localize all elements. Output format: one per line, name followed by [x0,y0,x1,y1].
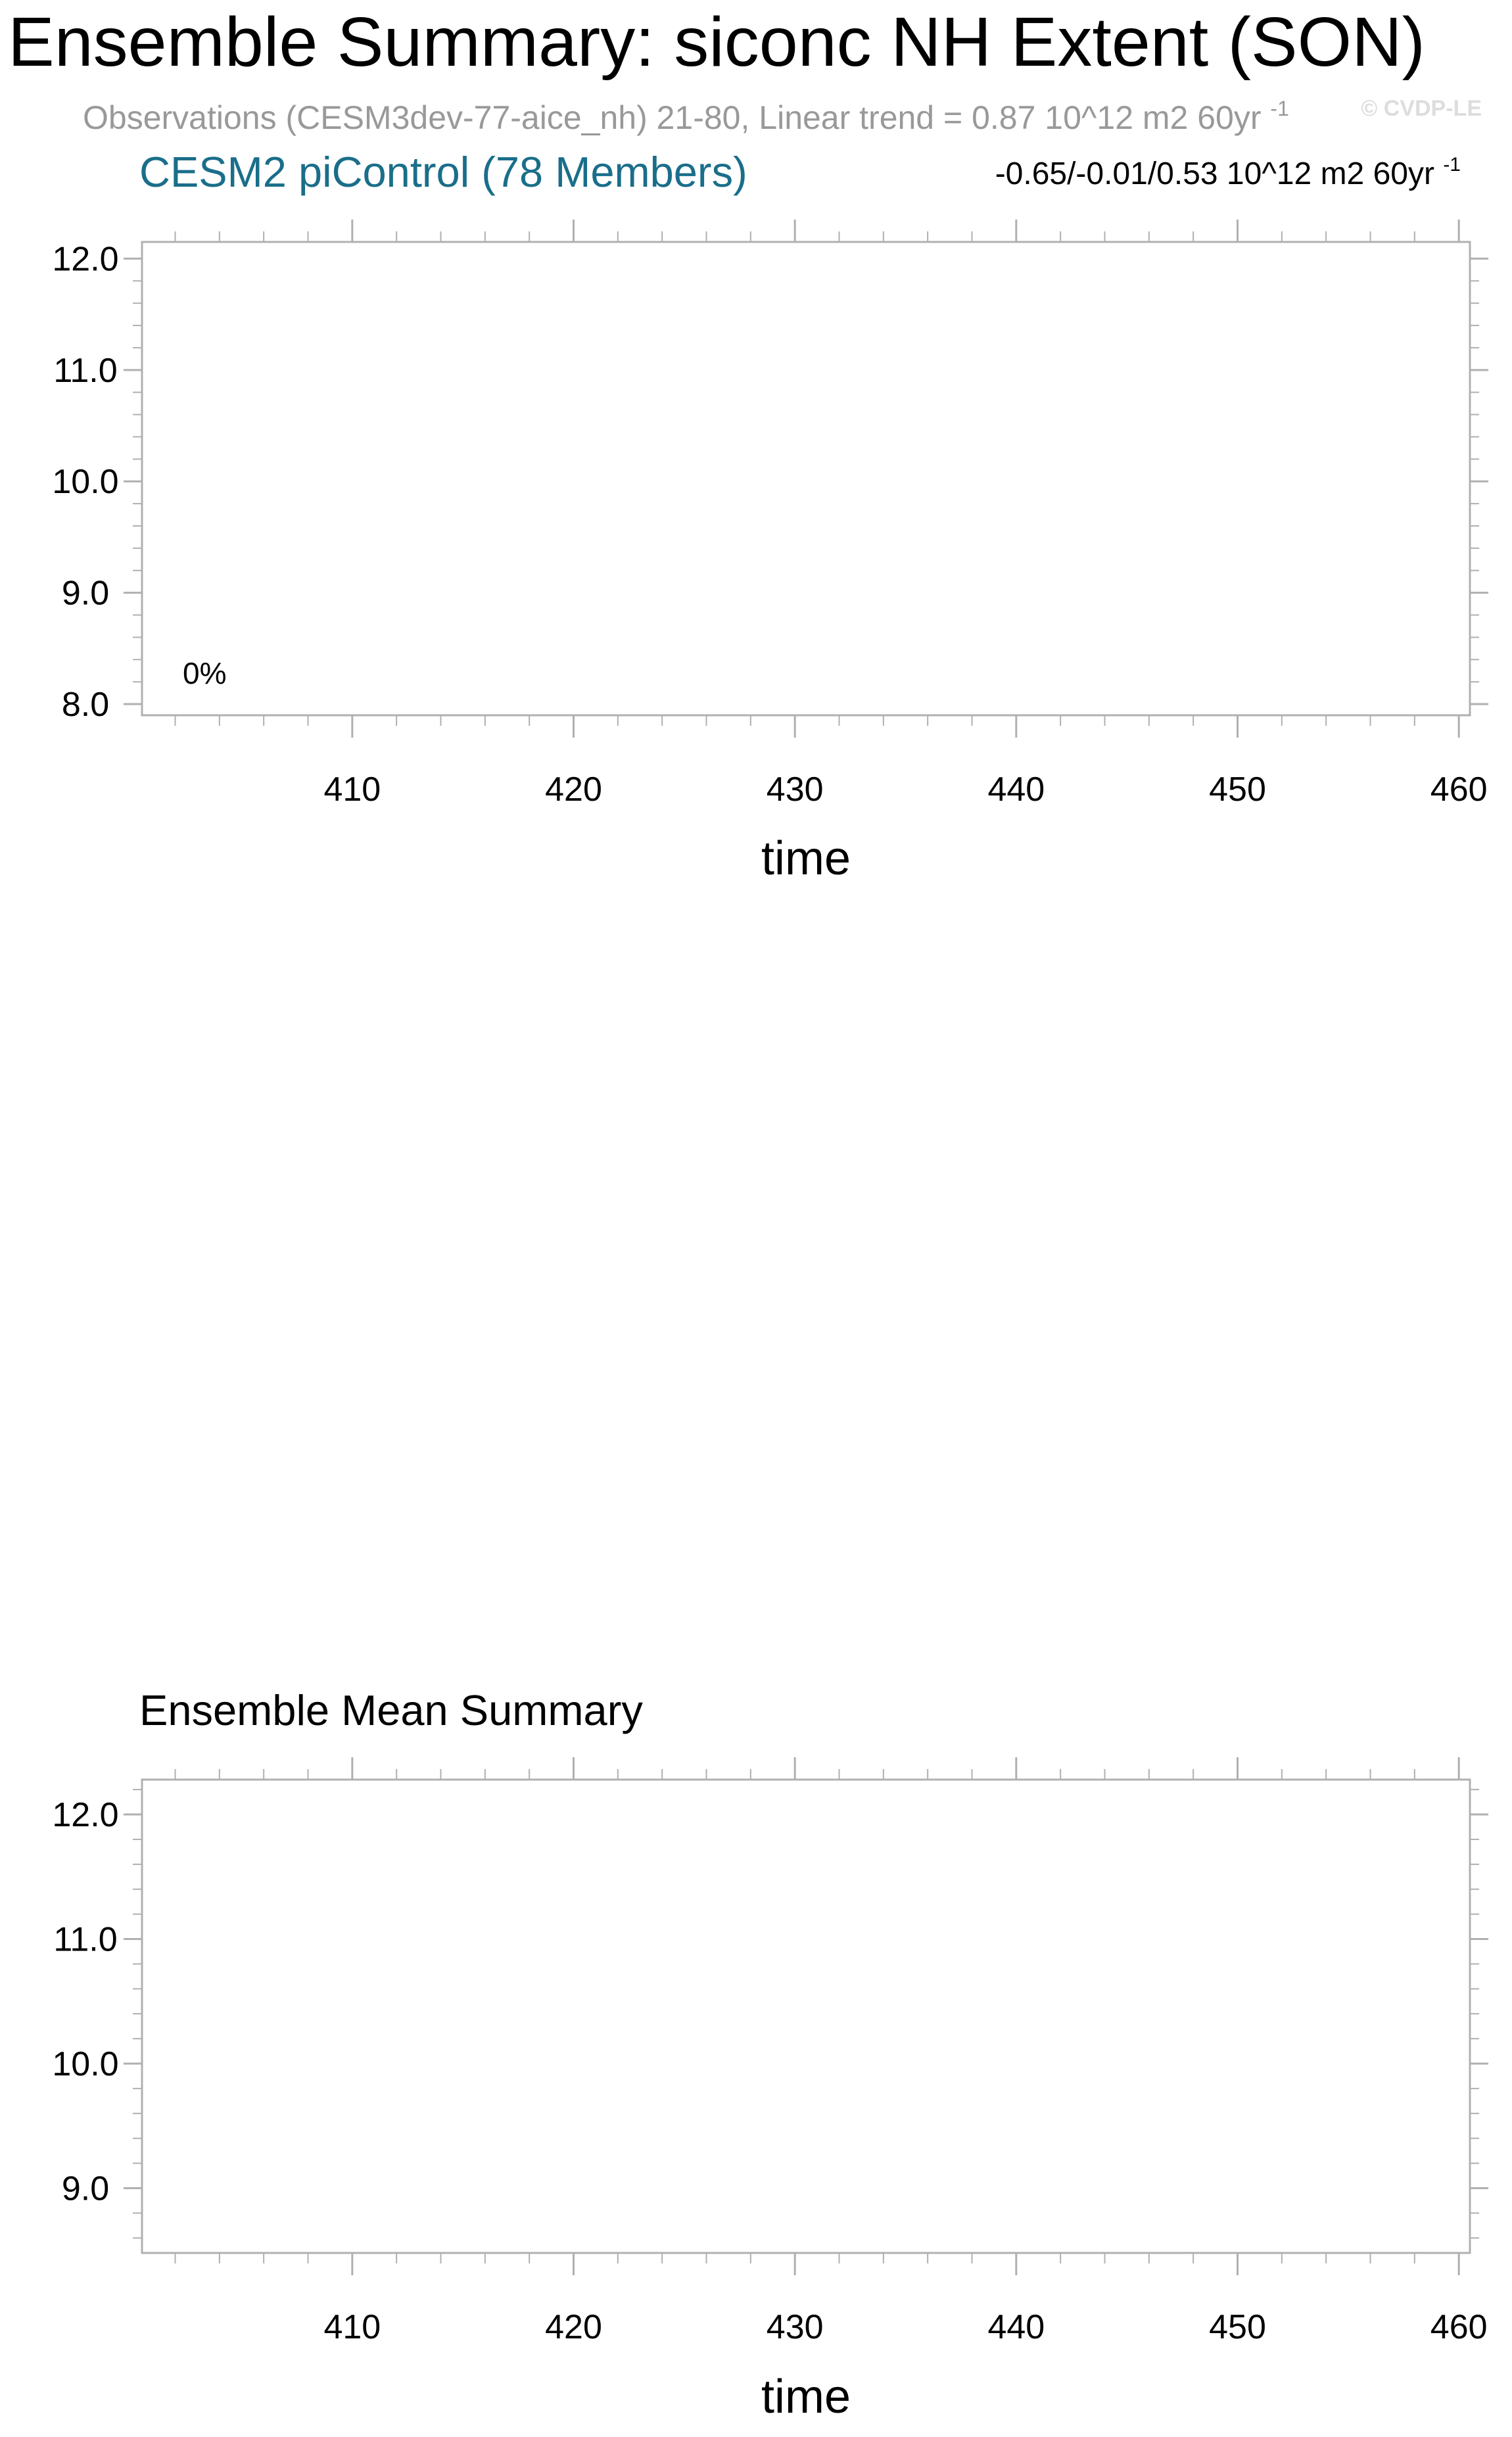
x-tick-label: 410 [323,770,381,809]
y-tick-label: 9.0 [62,575,109,613]
y-axis: 8.0 9.0 10.0 11.0 12.0 [52,240,1488,724]
x-tick-label: 430 [767,770,824,809]
x-tick-label: 460 [1430,770,1488,809]
panel-trend-range-text: -0.65/-0.01/0.53 10^12 m2 60yr [995,156,1434,191]
x-tick-label: 410 [323,2308,381,2346]
x-axis-title: time [761,2371,851,2423]
panel-trend-range: -0.65/-0.01/0.53 10^12 m2 60yr -1 [995,154,1461,191]
y-tick-label: 12.0 [52,1796,118,1834]
panel-ensemble-summary: CESM2 piControl (78 Members) -0.65/-0.01… [52,148,1488,885]
plot-frame [141,241,1471,717]
y-axis: 9.0 10.0 11.0 12.0 [52,1789,1488,2239]
y-tick-label: 9.0 [62,2169,109,2208]
observations-text: Observations (CESM3dev-77-aice_nh) 21-80… [83,99,1262,136]
observations-subtitle: Observations (CESM3dev-77-aice_nh) 21-80… [83,97,1289,136]
x-axis-title: time [761,832,851,885]
y-tick-label: 8.0 [62,686,109,724]
panel-ensemble-mean: Ensemble Mean Summary 9.0 10.0 11.0 12.0 41… [52,1686,1488,2423]
percent-annotation: 0% [183,656,226,690]
x-tick-label: 420 [545,770,602,809]
x-tick-label: 430 [767,2308,824,2346]
figure-title: Ensemble Summary: siconc NH Extent (SON) [8,3,1425,81]
x-tick-label: 450 [1209,2308,1266,2346]
y-tick-label: 11.0 [53,1921,117,1959]
observations-exponent: -1 [1270,97,1288,120]
x-tick-label: 460 [1430,2308,1488,2346]
y-tick-label: 11.0 [53,352,117,390]
x-tick-label: 440 [987,770,1045,809]
y-tick-label: 10.0 [52,463,118,501]
x-tick-label: 420 [545,2308,602,2346]
panel-title: CESM2 piControl (78 Members) [139,148,747,196]
x-tick-label: 440 [987,2308,1045,2346]
y-tick-label: 12.0 [52,240,118,278]
x-axis: 410 420 430 440 450 460 [174,220,1488,809]
y-tick-label: 10.0 [52,2045,118,2083]
panel-title: Ensemble Mean Summary [139,1686,643,1734]
plot-frame [141,1778,1471,2254]
panel-trend-range-exponent: -1 [1443,154,1461,176]
x-axis: 410 420 430 440 450 460 [174,1757,1488,2346]
x-tick-label: 450 [1209,770,1266,809]
watermark: © CVDP-LE [1361,96,1482,121]
